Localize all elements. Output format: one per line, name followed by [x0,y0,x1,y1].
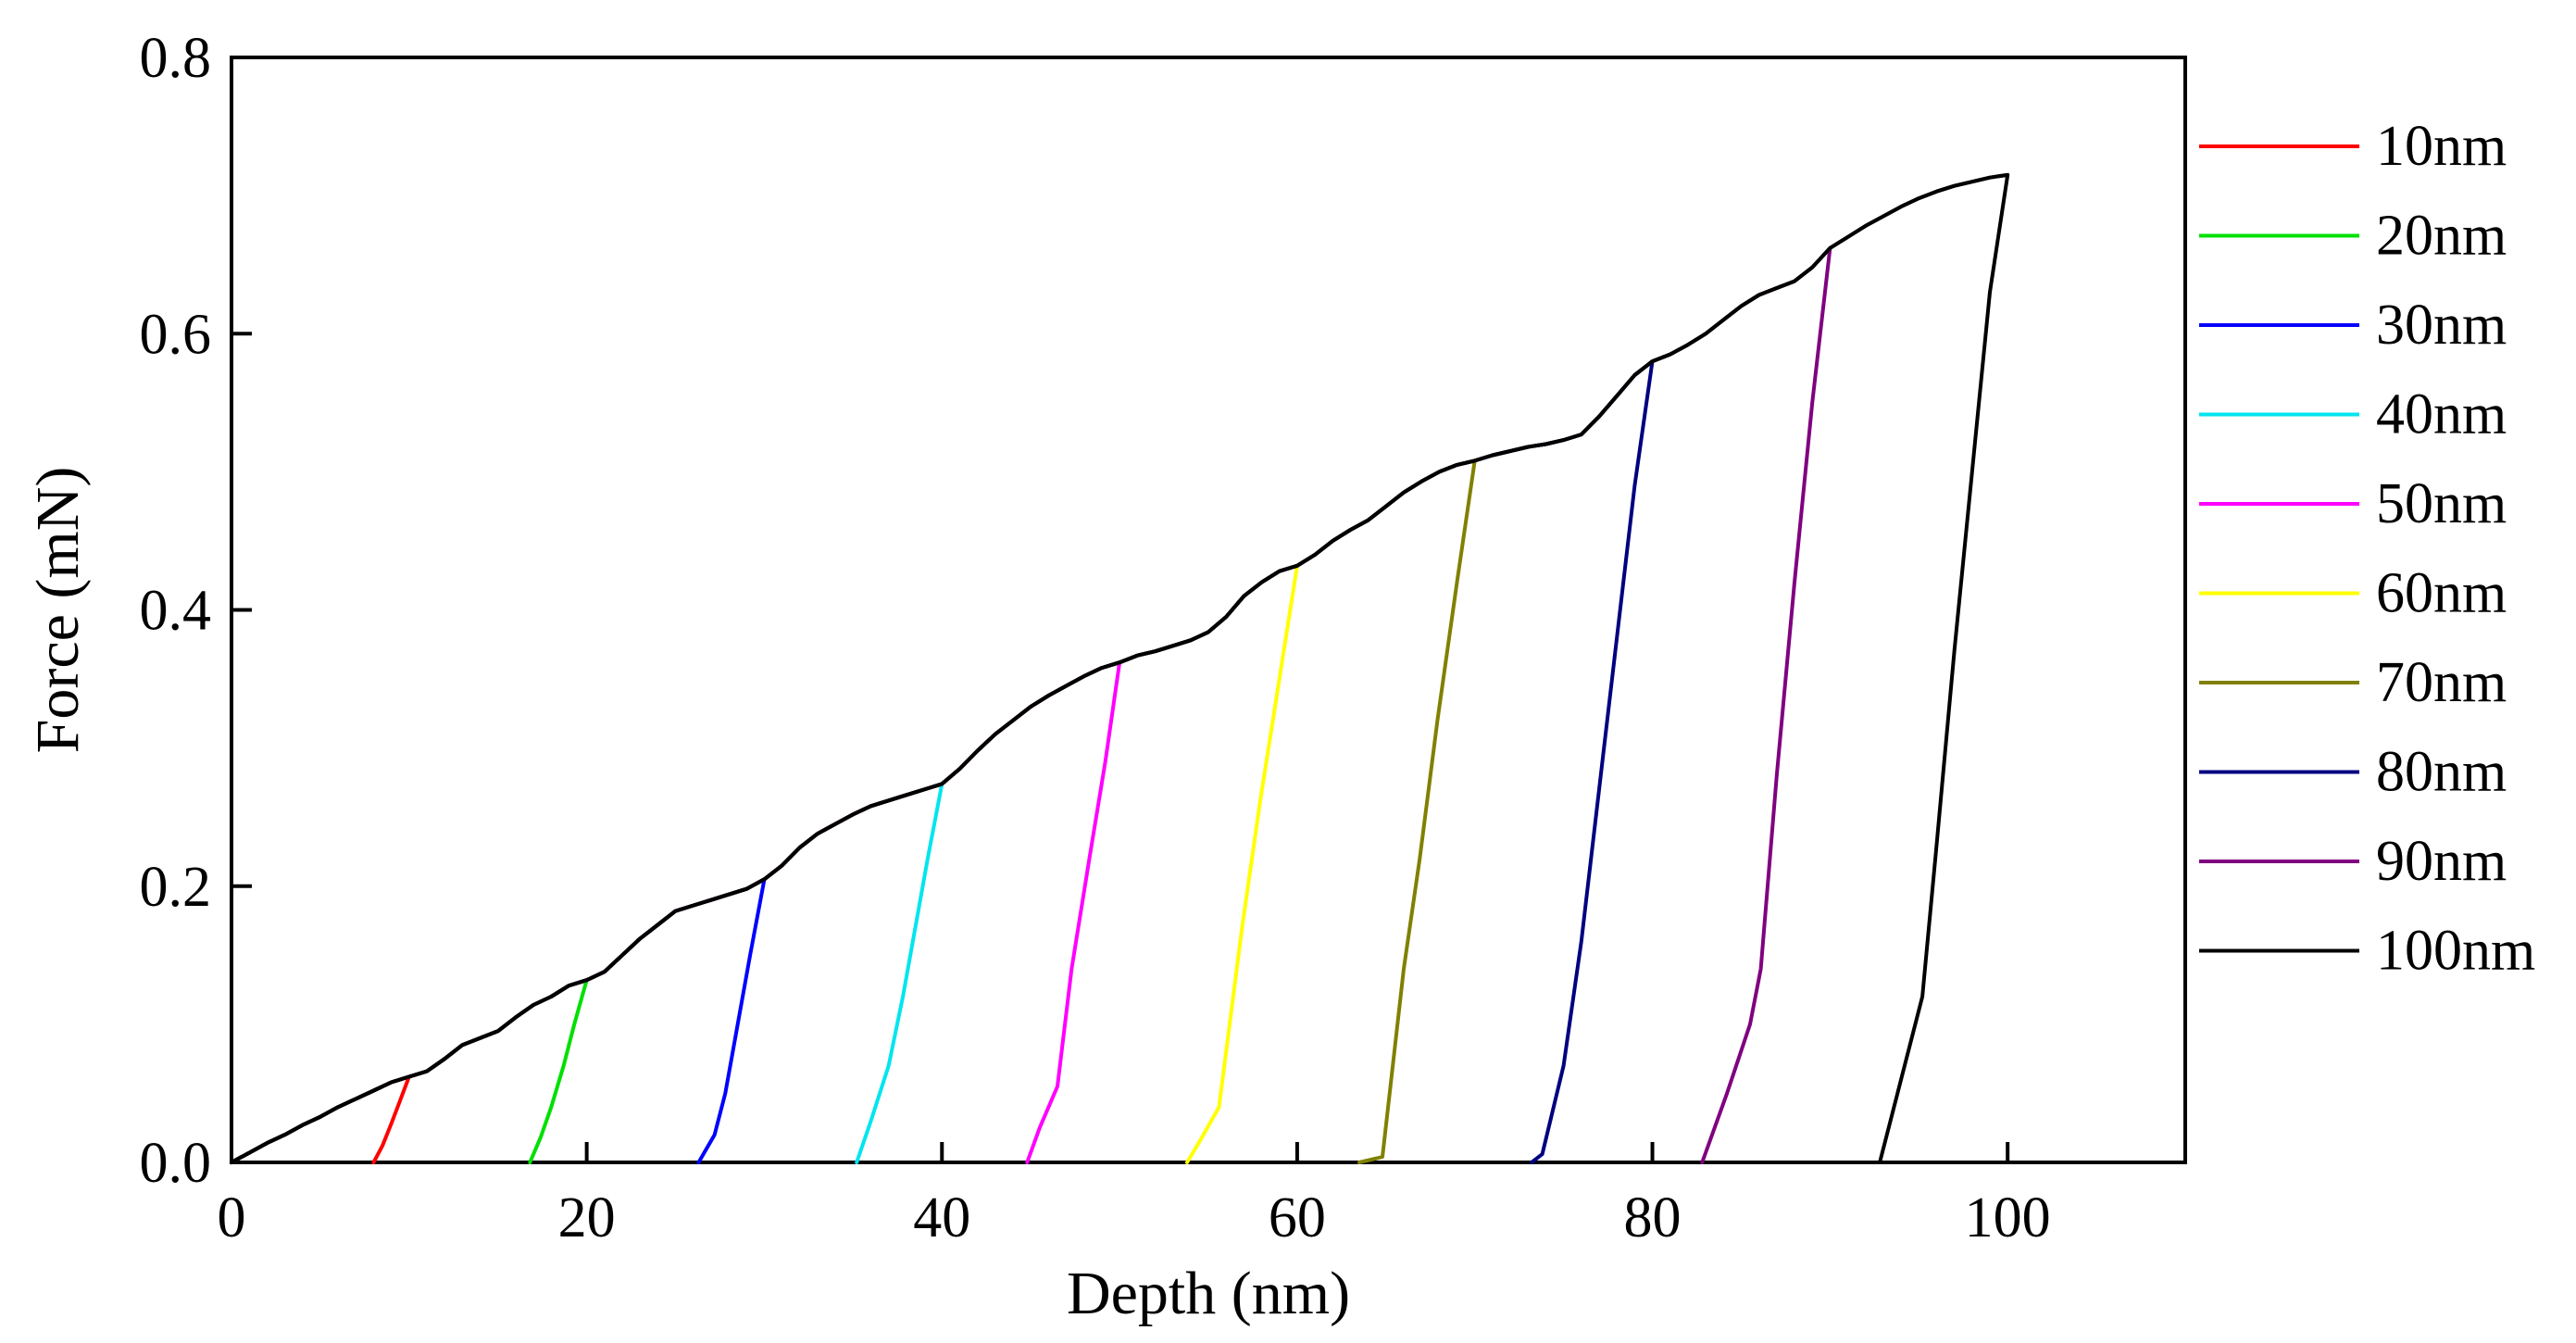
legend-label: 20nm [2376,205,2507,268]
legend-label: 50nm [2376,472,2507,535]
legend-label: 80nm [2376,741,2507,804]
y-tick-label: 0.6 [140,303,212,366]
x-tick-label: 40 [913,1186,970,1249]
y-axis: 0.0 0.2 0.4 0.6 0.8 [140,27,252,1195]
loading-curve [231,172,2008,1164]
plot-frame [230,56,2187,1164]
legend-label: 100nm [2376,920,2535,983]
x-tick-label: 80 [1624,1186,1682,1249]
y-tick-label: 0.0 [140,1132,212,1195]
x-axis: 0 20 40 60 80 100 [218,1142,2051,1249]
x-tick-label: 20 [558,1186,616,1249]
series-layer [230,172,2010,1164]
legend-label: 10nm [2376,115,2507,178]
series-line-80nm [230,359,1655,1164]
legend-label: 90nm [2376,830,2507,893]
legend-label: 30nm [2376,294,2507,357]
legend: 10nm 20nm 30nm 40nm 50nm 60nm 70nm 80nm 90nm 100n… [2199,115,2535,983]
x-tick-label: 100 [1965,1186,2051,1249]
series-line-70nm [230,458,1477,1164]
x-tick-label: 0 [218,1186,246,1249]
legend-label: 70nm [2376,651,2507,714]
legend-label: 60nm [2376,562,2507,625]
y-tick-label: 0.4 [140,580,212,643]
y-tick-label: 0.8 [140,27,212,90]
y-tick-label: 0.2 [140,856,212,919]
legend-label: 40nm [2376,383,2507,446]
y-axis-title: Force (mN) [24,467,92,754]
x-axis-title: Depth (nm) [1067,1260,1350,1327]
x-tick-label: 60 [1269,1186,1326,1249]
